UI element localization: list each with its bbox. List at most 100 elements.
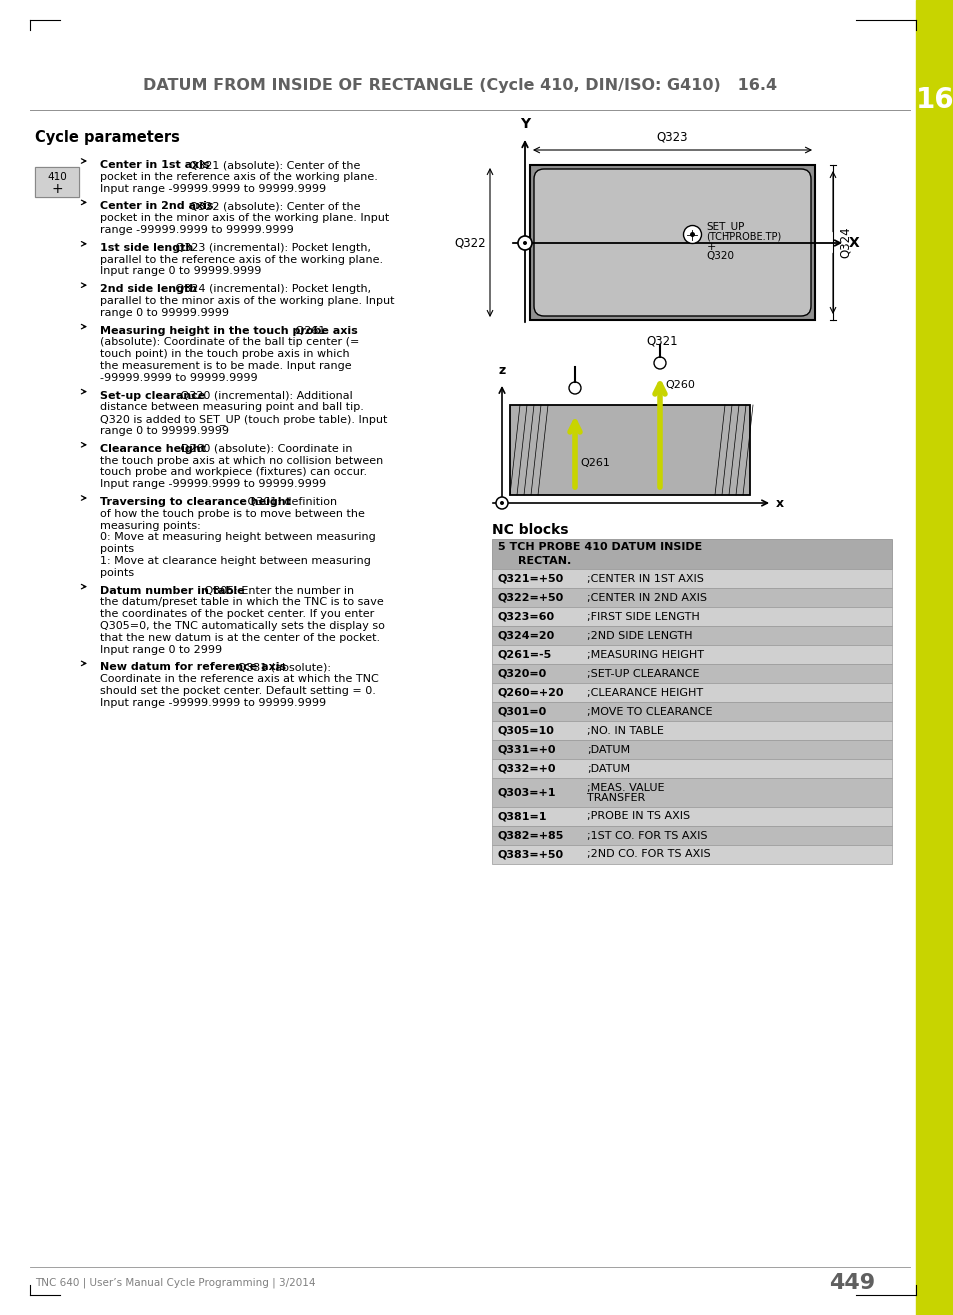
Bar: [492, 682, 891, 702]
Text: Q322 (absolute): Center of the: Q322 (absolute): Center of the: [186, 201, 360, 212]
Text: the datum/preset table in which the TNC is to save: the datum/preset table in which the TNC …: [100, 597, 383, 608]
Text: (TCHPROBE.TP): (TCHPROBE.TP): [706, 231, 781, 242]
Text: Q331=+0: Q331=+0: [497, 744, 556, 755]
Text: 5 TCH PROBE 410 DATUM INSIDE: 5 TCH PROBE 410 DATUM INSIDE: [497, 542, 701, 552]
Text: measuring points:: measuring points:: [100, 521, 200, 530]
Text: Q321: Q321: [646, 334, 678, 347]
Circle shape: [654, 356, 665, 370]
Text: X: X: [848, 235, 859, 250]
Bar: [492, 721, 891, 740]
Text: Q324: Q324: [838, 226, 851, 258]
Text: z: z: [497, 364, 505, 377]
Text: ;MOVE TO CLEARANCE: ;MOVE TO CLEARANCE: [586, 706, 712, 717]
Text: Input range 0 to 2999: Input range 0 to 2999: [100, 644, 222, 655]
Text: Q321 (absolute): Center of the: Q321 (absolute): Center of the: [186, 160, 360, 170]
Text: range 0 to 99999.9999: range 0 to 99999.9999: [100, 308, 229, 318]
Bar: [510, 405, 749, 494]
Text: DATUM FROM INSIDE OF RECTANGLE (Cycle 410, DIN/ISO: G410)   16.4: DATUM FROM INSIDE OF RECTANGLE (Cycle 41…: [143, 78, 777, 92]
Text: 1st side length: 1st side length: [100, 243, 193, 252]
Text: New datum for reference axis: New datum for reference axis: [100, 663, 286, 672]
Text: Q301=0: Q301=0: [497, 706, 547, 717]
Circle shape: [682, 225, 700, 243]
Text: touch probe and workpiece (fixtures) can occur.: touch probe and workpiece (fixtures) can…: [100, 467, 367, 477]
Text: Center in 1st axis: Center in 1st axis: [100, 160, 210, 170]
Text: 1: Move at clearance height between measuring: 1: Move at clearance height between meas…: [100, 556, 371, 565]
Text: parallel to the minor axis of the working plane. Input: parallel to the minor axis of the workin…: [100, 296, 395, 306]
Text: (absolute): Coordinate of the ball tip center (=: (absolute): Coordinate of the ball tip c…: [100, 338, 359, 347]
Text: Q260 (absolute): Coordinate in: Q260 (absolute): Coordinate in: [176, 443, 352, 454]
Text: ;FIRST SIDE LENGTH: ;FIRST SIDE LENGTH: [586, 611, 699, 622]
Bar: [492, 569, 891, 588]
Text: pocket in the minor axis of the working plane. Input: pocket in the minor axis of the working …: [100, 213, 389, 224]
Bar: [492, 664, 891, 682]
Bar: [492, 539, 891, 569]
Bar: [492, 826, 891, 846]
Text: Q320=0: Q320=0: [497, 668, 547, 679]
Text: Q331 (absolute):: Q331 (absolute):: [234, 663, 331, 672]
Text: Coordinate in the reference axis at which the TNC: Coordinate in the reference axis at whic…: [100, 675, 378, 684]
Text: +: +: [706, 242, 715, 251]
Text: points: points: [100, 544, 134, 554]
Text: 2nd side length: 2nd side length: [100, 284, 197, 295]
Text: Q323: Q323: [656, 130, 687, 143]
Text: Q324 (incremental): Pocket length,: Q324 (incremental): Pocket length,: [172, 284, 371, 295]
Text: should set the pocket center. Default setting = 0.: should set the pocket center. Default se…: [100, 686, 375, 696]
Text: of how the touch probe is to move between the: of how the touch probe is to move betwee…: [100, 509, 364, 519]
Text: Clearance height: Clearance height: [100, 443, 206, 454]
Text: x: x: [775, 497, 783, 509]
Text: 449: 449: [828, 1273, 874, 1293]
Circle shape: [517, 235, 532, 250]
Text: pocket in the reference axis of the working plane.: pocket in the reference axis of the work…: [100, 172, 377, 181]
Text: Q305=10: Q305=10: [497, 726, 555, 735]
Text: -99999.9999 to 99999.9999: -99999.9999 to 99999.9999: [100, 372, 257, 383]
Bar: [492, 778, 891, 807]
Text: SET_UP: SET_UP: [706, 221, 744, 231]
Bar: [530, 164, 814, 320]
Text: ;MEAS. VALUE: ;MEAS. VALUE: [586, 782, 664, 793]
Text: Q382=+85: Q382=+85: [497, 831, 564, 840]
Text: Q305: Enter the number in: Q305: Enter the number in: [200, 585, 354, 596]
Bar: [492, 759, 891, 778]
Text: Q261: Q261: [292, 326, 325, 335]
Text: Q324=20: Q324=20: [497, 630, 555, 640]
Text: Q320 (incremental): Additional: Q320 (incremental): Additional: [176, 391, 353, 401]
Text: 0: Move at measuring height between measuring: 0: Move at measuring height between meas…: [100, 533, 375, 542]
Text: touch point) in the touch probe axis in which: touch point) in the touch probe axis in …: [100, 350, 349, 359]
Text: Q322=+50: Q322=+50: [497, 593, 563, 602]
Text: 16: 16: [915, 85, 953, 114]
Text: Q260=+20: Q260=+20: [497, 688, 564, 697]
Text: that the new datum is at the center of the pocket.: that the new datum is at the center of t…: [100, 633, 379, 643]
Text: Q261: Q261: [579, 458, 609, 468]
Text: the measurement is to be made. Input range: the measurement is to be made. Input ran…: [100, 362, 352, 371]
Text: Q320 is added to SET_UP (touch probe table). Input: Q320 is added to SET_UP (touch probe tab…: [100, 414, 387, 425]
Text: Input range -99999.9999 to 99999.9999: Input range -99999.9999 to 99999.9999: [100, 184, 326, 193]
Text: Q303=+1: Q303=+1: [497, 788, 556, 797]
Text: Center in 2nd axis: Center in 2nd axis: [100, 201, 213, 212]
Text: distance between measuring point and ball tip.: distance between measuring point and bal…: [100, 402, 363, 413]
Text: Input range -99999.9999 to 99999.9999: Input range -99999.9999 to 99999.9999: [100, 698, 326, 707]
Circle shape: [499, 501, 503, 505]
Bar: [35, 167, 79, 197]
Bar: [492, 846, 891, 864]
Text: range 0 to 99999.9999: range 0 to 99999.9999: [100, 426, 229, 437]
Bar: [915, 0, 953, 1315]
Bar: [492, 740, 891, 759]
Text: Q261=-5: Q261=-5: [497, 650, 552, 660]
Bar: [492, 608, 891, 626]
Text: ;PROBE IN TS AXIS: ;PROBE IN TS AXIS: [586, 811, 689, 822]
Text: Datum number in table: Datum number in table: [100, 585, 244, 596]
Text: Q320: Q320: [706, 250, 734, 260]
Text: ;CLEARANCE HEIGHT: ;CLEARANCE HEIGHT: [586, 688, 702, 697]
Text: ;CENTER IN 1ST AXIS: ;CENTER IN 1ST AXIS: [586, 573, 703, 584]
Text: Q332=+0: Q332=+0: [497, 764, 556, 773]
Text: Q323=60: Q323=60: [497, 611, 555, 622]
Text: Q305=0, the TNC automatically sets the display so: Q305=0, the TNC automatically sets the d…: [100, 621, 384, 631]
Text: ;SET-UP CLEARANCE: ;SET-UP CLEARANCE: [586, 668, 699, 679]
Bar: [492, 807, 891, 826]
Text: ;NO. IN TABLE: ;NO. IN TABLE: [586, 726, 663, 735]
Bar: [492, 588, 891, 608]
Text: TNC 640 | User’s Manual Cycle Programming | 3/2014: TNC 640 | User’s Manual Cycle Programmin…: [35, 1278, 315, 1289]
Text: +: +: [51, 181, 63, 196]
FancyBboxPatch shape: [534, 170, 810, 316]
Text: Q321=+50: Q321=+50: [497, 573, 563, 584]
